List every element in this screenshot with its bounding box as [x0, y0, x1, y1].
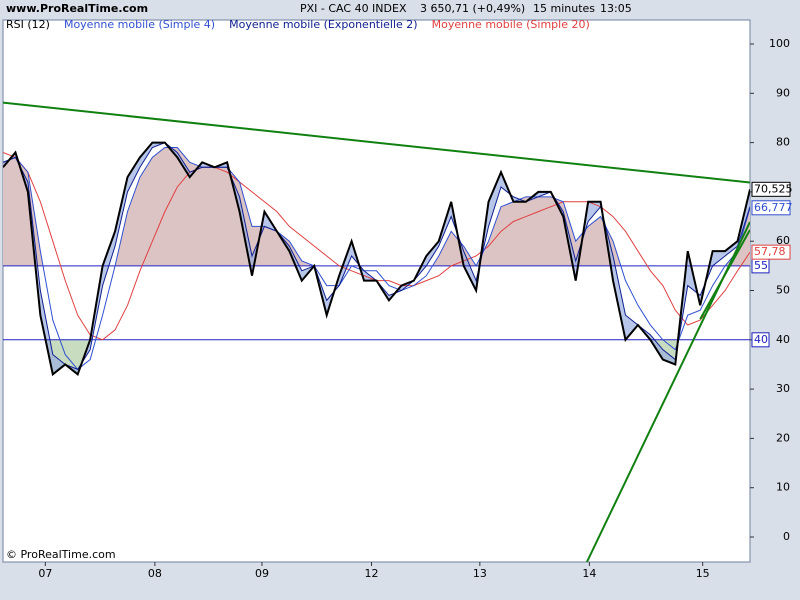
y-tick-label: 10 [776, 481, 790, 494]
legend-entry: Moyenne mobile (Exponentielle 2) [229, 18, 418, 31]
footer: © ProRealTime.com [6, 548, 116, 561]
instrument: PXI - CAC 40 INDEX [300, 2, 407, 15]
y-tick-label: 50 [776, 284, 790, 297]
timeframe: 15 minutes [533, 2, 595, 15]
y-tick-label: 20 [776, 431, 790, 444]
last-value-box [751, 244, 791, 260]
y-tick-label: 80 [776, 136, 790, 149]
legend-entry: Moyenne mobile (Simple 20) [432, 18, 590, 31]
price: 3 650,71 (+0,49%) [420, 2, 525, 15]
x-tick-label: 13 [473, 567, 487, 580]
y-tick-label: 60 [776, 234, 790, 247]
trendline [699, 229, 750, 320]
series-line [3, 141, 750, 377]
y-tick-label: 30 [776, 382, 790, 395]
last-value-label: 57,78 [754, 245, 786, 258]
series-line [3, 147, 750, 371]
x-tick-label: 07 [38, 567, 52, 580]
y-tick-label: 100 [769, 37, 790, 50]
x-tick-label: 12 [365, 567, 379, 580]
x-tick-label: 14 [582, 567, 596, 580]
trendline [3, 101, 750, 184]
last-value-label: 70,525 [754, 182, 793, 195]
legend-entry: RSI (12) [6, 18, 50, 31]
last-value-label: 66,777 [754, 201, 793, 214]
level-label: 55 [754, 259, 768, 272]
y-tick-label: 90 [776, 86, 790, 99]
level-label-box [751, 332, 770, 348]
site-name: www.ProRealTime.com [6, 2, 148, 15]
x-tick-label: 15 [696, 567, 710, 580]
y-tick-label: 40 [776, 333, 790, 346]
legend-entry: Moyenne mobile (Simple 4) [64, 18, 215, 31]
last-value-box [751, 181, 791, 197]
x-tick-label: 09 [255, 567, 269, 580]
last-value-box [751, 200, 791, 216]
level-label: 40 [754, 333, 768, 346]
x-tick-label: 08 [148, 567, 162, 580]
time: 13:05 [600, 2, 632, 15]
y-tick-label: 0 [783, 530, 790, 543]
plot-area [2, 19, 751, 563]
